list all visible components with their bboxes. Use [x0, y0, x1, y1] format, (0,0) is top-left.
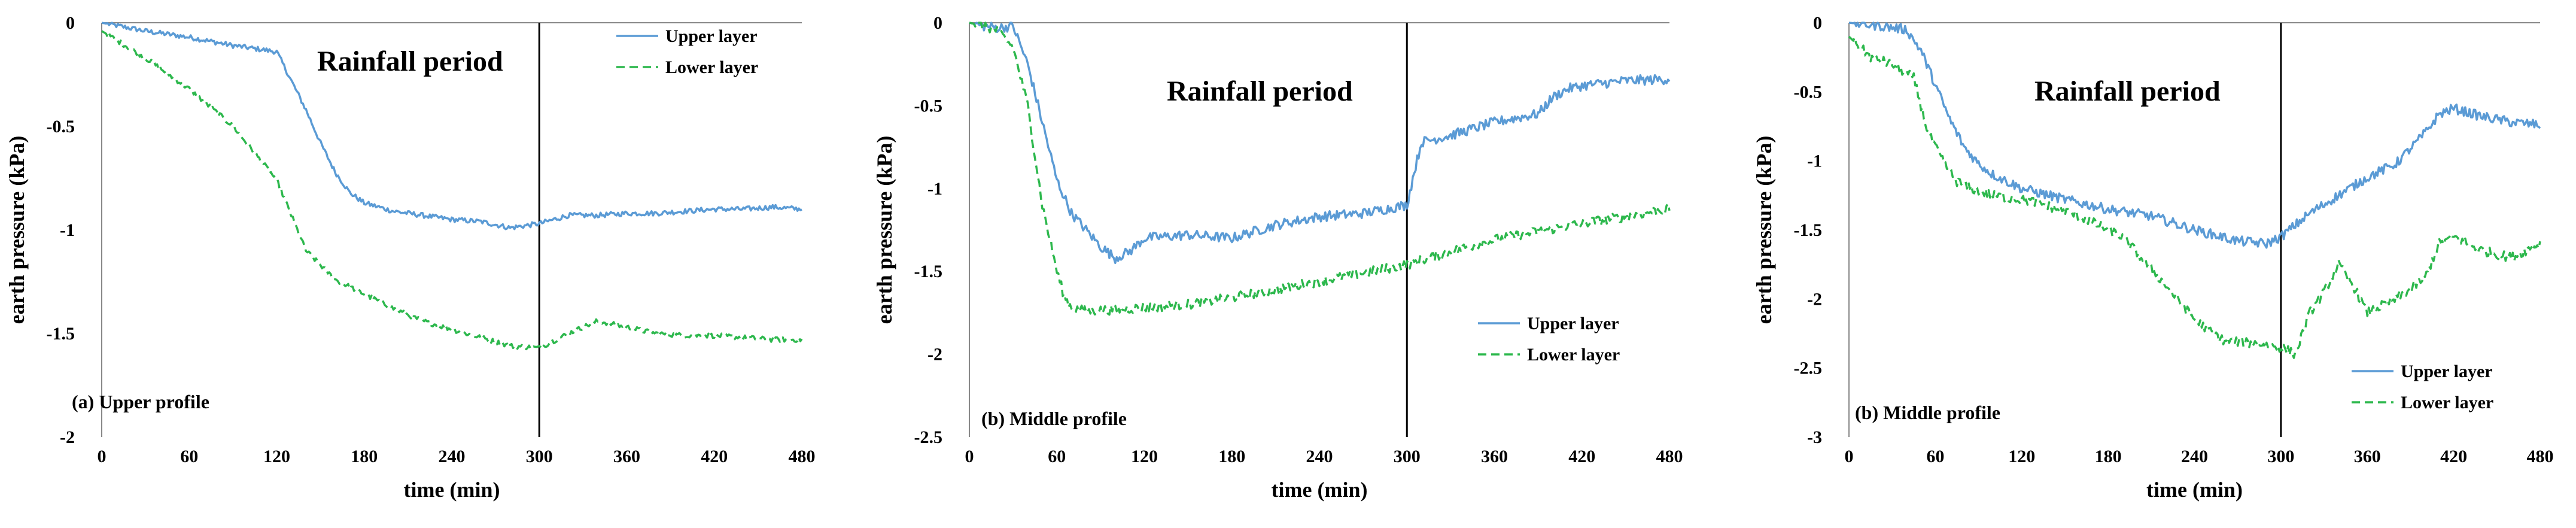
y-tick-label: 0 [1813, 13, 1822, 33]
rainfall-period-annotation: Rainfall period [2034, 75, 2221, 107]
y-tick-label: -3 [1807, 427, 1822, 447]
y-tick-label: -1.5 [47, 324, 75, 344]
legend-label: Upper layer [1527, 314, 1619, 333]
panel-label: (b) Middle profile [981, 408, 1127, 429]
y-tick-label: -1 [1807, 151, 1822, 171]
y-tick-label: -2 [60, 427, 75, 447]
x-tick-label: 420 [1568, 447, 1595, 466]
x-tick-label: 120 [2008, 447, 2035, 466]
x-tick-label: 420 [2440, 447, 2467, 466]
y-tick-label: 0 [66, 13, 75, 33]
x-tick-label: 480 [789, 447, 816, 466]
rainfall-period-annotation: Rainfall period [1167, 75, 1353, 107]
x-tick-label: 240 [2181, 447, 2208, 466]
y-tick-label: -2 [1807, 289, 1822, 309]
y-tick-label: -0.5 [47, 117, 75, 136]
x-tick-label: 60 [1926, 447, 1944, 466]
y-tick-label: -0.5 [1794, 82, 1823, 102]
x-tick-label: 240 [1306, 447, 1333, 466]
x-tick-label: 60 [1048, 447, 1066, 466]
x-tick-label: 180 [351, 447, 378, 466]
legend-label: Lower layer [1527, 345, 1620, 365]
x-tick-label: 60 [180, 447, 198, 466]
chart-panel-1: 0 60 120 180 240 300 360 420 480 0 -0.5 -1 -1.5 -2 tim… [5, 13, 816, 502]
series-line-lower [1848, 35, 2541, 359]
x-tick-label: 480 [2527, 447, 2554, 466]
x-axis-title: time (min) [1272, 478, 1368, 502]
x-tick-label: 420 [701, 447, 728, 466]
y-axis-title: earth pressure (kPa) [5, 136, 29, 324]
x-tick-label: 480 [1656, 447, 1683, 466]
y-tick-label: -1 [60, 220, 75, 240]
x-tick-label: 0 [965, 447, 974, 466]
x-tick-label: 300 [526, 447, 553, 466]
legend-label: Upper layer [2401, 362, 2493, 381]
x-tick-label: 0 [98, 447, 107, 466]
chart-panel-2: 0 60 120 180 240 300 360 420 480 0 -0.5 -1 -1.5 -2 -2.… [872, 13, 1683, 502]
x-tick-label: 300 [1394, 447, 1421, 466]
x-tick-label: 360 [1481, 447, 1508, 466]
y-tick-label: -1.5 [1794, 220, 1823, 240]
y-tick-label: -2 [927, 345, 942, 365]
panel-label: (a) Upper profile [72, 391, 209, 412]
legend-label: Lower layer [2401, 393, 2493, 412]
panel-label: (b) Middle profile [1855, 402, 2000, 423]
y-tick-label: -1.5 [914, 262, 943, 281]
y-tick-label: -2.5 [914, 427, 943, 447]
legend-label: Lower layer [665, 57, 758, 77]
series-line-upper [101, 22, 802, 230]
y-axis-title: earth pressure (kPa) [872, 136, 896, 324]
series-line-upper [1848, 22, 2541, 249]
x-tick-label: 0 [1845, 447, 1854, 466]
x-tick-label: 360 [613, 447, 640, 466]
rainfall-period-annotation: Rainfall period [317, 45, 503, 77]
y-tick-label: -2.5 [1794, 359, 1823, 378]
x-tick-label: 240 [439, 447, 466, 466]
y-axis-title: earth pressure (kPa) [1752, 136, 1776, 324]
series-line-lower [969, 22, 1671, 316]
x-tick-label: 120 [1131, 447, 1158, 466]
chart-panel-3: 0 60 120 180 240 300 360 420 480 0 -0.5 -1 -1.5 -2 -2.… [1752, 13, 2554, 502]
legend-label: Upper layer [665, 26, 758, 46]
x-tick-label: 180 [1218, 447, 1245, 466]
x-tick-label: 180 [2095, 447, 2122, 466]
y-tick-label: -1 [927, 179, 942, 199]
x-tick-label: 300 [2267, 447, 2294, 466]
series-line-lower [101, 30, 803, 351]
x-tick-label: 360 [2354, 447, 2381, 466]
x-axis-title: time (min) [404, 478, 500, 502]
x-axis-title: time (min) [2146, 478, 2243, 502]
y-tick-label: 0 [933, 13, 942, 33]
series-line-upper [969, 22, 1671, 265]
y-tick-label: -0.5 [914, 96, 943, 116]
x-tick-label: 120 [263, 447, 290, 466]
